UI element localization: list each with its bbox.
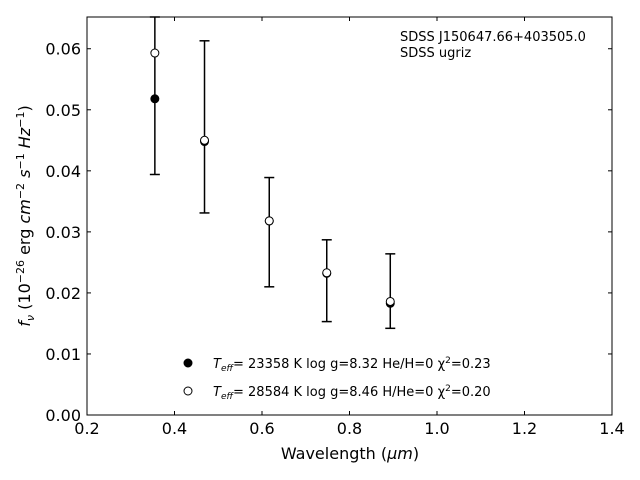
y-axis-label: fν (10−26 erg cm−2 s−1 Hz−1) — [14, 105, 37, 326]
y-tick-label: 0.01 — [45, 345, 81, 364]
y-tick-label: 0.02 — [45, 284, 81, 303]
open-model-point — [264, 216, 274, 226]
chart-marks — [149, 16, 396, 330]
open-model-point — [150, 48, 160, 58]
filled-model-point — [150, 94, 160, 104]
y-tick-label: 0.04 — [45, 162, 81, 181]
legend: Teff= 23358 K log g=8.32 He/H=0 χ2=0.23 T… — [183, 356, 491, 402]
x-axis-label-unit: μm — [386, 444, 413, 463]
axis-ticks: 0.2 0.4 0.6 0.8 1.0 1.2 1.4 0.00 0.01 0.02 0.03 0.0… — [45, 17, 625, 438]
legend-marker-filled — [183, 358, 193, 368]
x-tick-label: 1.2 — [512, 419, 537, 438]
y-tick-label: 0.05 — [45, 101, 81, 120]
legend-label: Teff= 23358 K log g=8.32 He/H=0 χ2=0.23 — [213, 356, 491, 374]
x-tick-label: 0.8 — [337, 419, 362, 438]
x-tick-label: 0.2 — [74, 419, 99, 438]
x-tick-label: 1.0 — [424, 419, 449, 438]
open-model-point — [200, 135, 210, 145]
x-axis-label: Wavelength (μm) — [281, 444, 419, 463]
open-model-point — [385, 296, 395, 306]
y-tick-label: 0.03 — [45, 223, 81, 242]
y-tick-label: 0.06 — [45, 40, 81, 59]
photometry-label: SDSS ugriz — [400, 46, 471, 61]
x-axis-label-close: ) — [413, 444, 419, 463]
object-name: SDSS J150647.66+403505.0 — [400, 30, 586, 45]
x-tick-label: 0.4 — [162, 419, 187, 438]
x-tick-label: 0.6 — [249, 419, 274, 438]
x-tick-label: 1.4 — [599, 419, 624, 438]
open-model-point — [322, 268, 332, 278]
legend-marker-open — [183, 386, 193, 396]
x-axis-label-main: Wavelength ( — [281, 444, 387, 463]
legend-label: Teff= 28584 K log g=8.46 H/He=0 χ2=0.20 — [213, 384, 491, 402]
y-tick-label: 0.00 — [45, 406, 81, 425]
